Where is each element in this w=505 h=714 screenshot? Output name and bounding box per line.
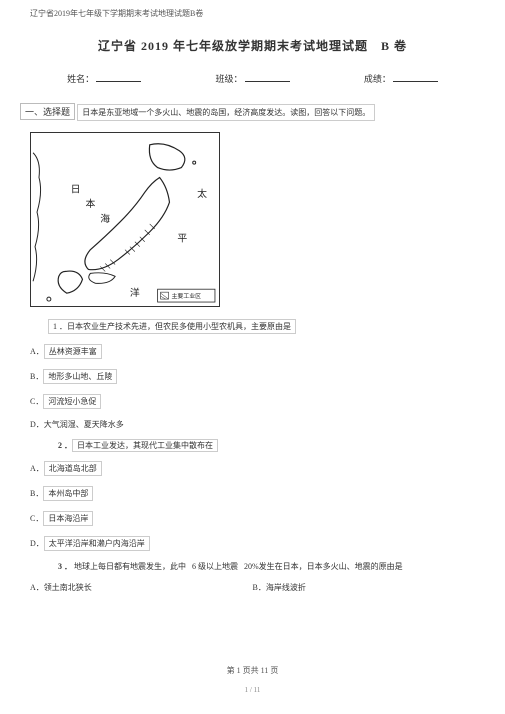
q2-b-prefix: B．: [30, 489, 43, 498]
q2-opt-d: D．太平洋沿岸和濑户内海沿岸: [30, 536, 475, 551]
pacific-label-3: 洋: [130, 286, 140, 299]
q1-opt-a: A．丛林资源丰富: [30, 344, 475, 359]
page-footer: 第 1 页共 11 页: [0, 665, 505, 676]
q1-opt-c: C．河流短小急促: [30, 394, 475, 409]
q1-c-text: 河流短小急促: [43, 394, 101, 409]
class-label: 班级：: [215, 74, 242, 84]
q3-b-text: 海岸线波折: [266, 583, 306, 592]
q1-stem: 1 ．日本农业生产技术先进，但农民多使用小型农机具，主要原由是: [30, 319, 475, 334]
q2-a-text: 北海道岛北部: [44, 461, 102, 476]
q3-text-mid: 6 级以上地震: [192, 562, 238, 571]
sea-japan-label-1: 日: [71, 184, 81, 195]
q2-text: 日本工业发达，其现代工业集中散布在: [77, 441, 213, 450]
q3-text-post: 20%发生在日本，日本多火山、地震的原由是: [244, 562, 403, 571]
page-subfooter: 1 / 11: [0, 686, 505, 694]
map-legend-label: 主要工业区: [171, 292, 201, 300]
student-info-row: 姓名： 班级： 成绩：: [30, 72, 475, 85]
q1-b-text: 地形多山地、丘陵: [43, 369, 117, 384]
q3-opt-a: A．领土南北狭长: [30, 582, 253, 593]
q3-stem: 3 ． 地球上每日都有地震发生，此中 6 级以上地震 20%发生在日本，日本多火…: [30, 561, 475, 572]
score-label: 成绩：: [364, 74, 391, 84]
class-field: 班级：: [215, 72, 289, 85]
q3-text-pre: 地球上每日都有地震发生，此中: [74, 562, 186, 571]
q1-a-text: 丛林资源丰富: [44, 344, 102, 359]
q2-d-prefix: D．: [30, 539, 44, 548]
pacific-label-1: 太: [197, 187, 207, 200]
q1-opt-b: B．地形多山地、丘陵: [30, 369, 475, 384]
q2-a-prefix: A．: [30, 464, 44, 473]
pacific-label-2: 平: [177, 234, 187, 245]
q1-a-prefix: A．: [30, 347, 44, 356]
question-context: 日本是东亚地域一个多火山、地震的岛国，经济高度发达。读图，回答以下问题。: [77, 104, 375, 121]
q2-d-text: 太平洋沿岸和濑户内海沿岸: [44, 536, 150, 551]
section-1-header: 一、选择题: [20, 103, 75, 120]
q1-opt-d: D．大气润湿、夏天降水多: [30, 419, 475, 430]
q2-opt-a: A．北海道岛北部: [30, 461, 475, 476]
exam-title: 辽宁省 2019 年七年级放学期期末考试地理试题 B 卷: [30, 37, 475, 54]
q2-b-text: 本州岛中部: [43, 486, 93, 501]
q3-a-prefix: A．: [30, 583, 44, 592]
q2-opt-b: B．本州岛中部: [30, 486, 475, 501]
q3-num: 3 ．: [58, 562, 72, 571]
sea-japan-label-3: 海: [100, 212, 110, 225]
q1-text: 日本农业生产技术先进，但农民多使用小型农机具，主要原由是: [67, 322, 291, 331]
q1-d-prefix: D．: [30, 420, 44, 429]
q1-b-prefix: B．: [30, 372, 43, 381]
q3-a-text: 领土南北狭长: [44, 583, 92, 592]
q3-b-prefix: B．: [253, 583, 266, 592]
score-field: 成绩：: [364, 72, 438, 85]
sea-japan-label-2: 本: [85, 197, 95, 210]
q2-num: 2 ．: [58, 441, 72, 450]
q2-c-text: 日本海沿岸: [43, 511, 93, 526]
q2-opt-c: C．日本海沿岸: [30, 511, 475, 526]
page-header-small: 辽宁省2019年七年级下学期期末考试地理试题B卷: [30, 8, 475, 19]
q2-stem: 2 ． 日本工业发达，其现代工业集中散布在: [30, 440, 475, 451]
name-field: 姓名：: [67, 72, 141, 85]
q1-num: 1 ．: [53, 322, 67, 331]
q1-c-prefix: C．: [30, 397, 43, 406]
name-label: 姓名：: [67, 74, 94, 84]
q3-opts-row: A．领土南北狭长 B．海岸线波折: [30, 582, 475, 593]
q2-c-prefix: C．: [30, 514, 43, 523]
q1-d-text: 大气润湿、夏天降水多: [44, 420, 124, 429]
map-svg: 日 本 海 太 平 洋 主要工业区: [31, 133, 219, 306]
q3-opt-b: B．海岸线波折: [253, 582, 306, 593]
japan-map: 日 本 海 太 平 洋 主要工业区: [30, 132, 220, 307]
